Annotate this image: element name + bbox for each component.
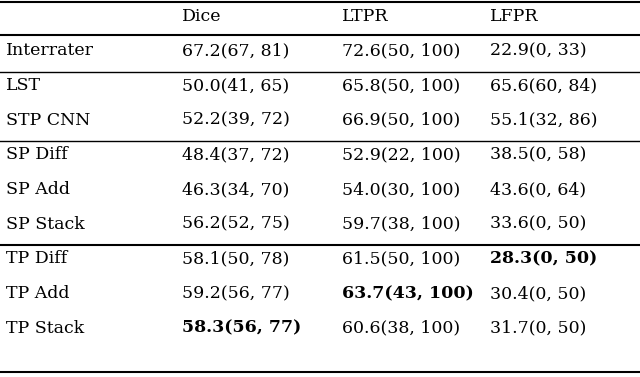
Text: LST: LST: [6, 77, 42, 94]
Text: 72.6(50, 100): 72.6(50, 100): [342, 42, 461, 60]
Text: 22.9(0, 33): 22.9(0, 33): [490, 42, 586, 60]
Text: SP Stack: SP Stack: [6, 216, 85, 233]
Text: 38.5(0, 58): 38.5(0, 58): [490, 146, 586, 164]
Text: 52.2(39, 72): 52.2(39, 72): [182, 112, 291, 129]
Text: 31.7(0, 50): 31.7(0, 50): [490, 320, 586, 337]
Text: STP CNN: STP CNN: [6, 112, 91, 129]
Text: SP Add: SP Add: [6, 181, 70, 198]
Text: 63.7(43, 100): 63.7(43, 100): [342, 285, 474, 302]
Text: Interrater: Interrater: [6, 42, 95, 60]
Text: 67.2(67, 81): 67.2(67, 81): [182, 42, 290, 60]
Text: 48.4(37, 72): 48.4(37, 72): [182, 146, 290, 164]
Text: 65.6(60, 84): 65.6(60, 84): [490, 77, 596, 94]
Text: 60.6(38, 100): 60.6(38, 100): [342, 320, 461, 337]
Text: LTPR: LTPR: [342, 8, 389, 26]
Text: LFPR: LFPR: [490, 8, 538, 26]
Text: 54.0(30, 100): 54.0(30, 100): [342, 181, 461, 198]
Text: 50.0(41, 65): 50.0(41, 65): [182, 77, 290, 94]
Text: 65.8(50, 100): 65.8(50, 100): [342, 77, 461, 94]
Text: 59.7(38, 100): 59.7(38, 100): [342, 216, 461, 233]
Text: 28.3(0, 50): 28.3(0, 50): [490, 250, 597, 268]
Text: 55.1(32, 86): 55.1(32, 86): [490, 112, 597, 129]
Text: 59.2(56, 77): 59.2(56, 77): [182, 285, 290, 302]
Text: 66.9(50, 100): 66.9(50, 100): [342, 112, 461, 129]
Text: 61.5(50, 100): 61.5(50, 100): [342, 250, 461, 268]
Text: TP Add: TP Add: [6, 285, 70, 302]
Text: 30.4(0, 50): 30.4(0, 50): [490, 285, 586, 302]
Text: 43.6(0, 64): 43.6(0, 64): [490, 181, 586, 198]
Text: 52.9(22, 100): 52.9(22, 100): [342, 146, 461, 164]
Text: 46.3(34, 70): 46.3(34, 70): [182, 181, 290, 198]
Text: SP Diff: SP Diff: [6, 146, 68, 164]
Text: Dice: Dice: [182, 8, 222, 26]
Text: 33.6(0, 50): 33.6(0, 50): [490, 216, 586, 233]
Text: 58.1(50, 78): 58.1(50, 78): [182, 250, 290, 268]
Text: 58.3(56, 77): 58.3(56, 77): [182, 320, 301, 337]
Text: TP Diff: TP Diff: [6, 250, 68, 268]
Text: TP Stack: TP Stack: [6, 320, 84, 337]
Text: 56.2(52, 75): 56.2(52, 75): [182, 216, 290, 233]
